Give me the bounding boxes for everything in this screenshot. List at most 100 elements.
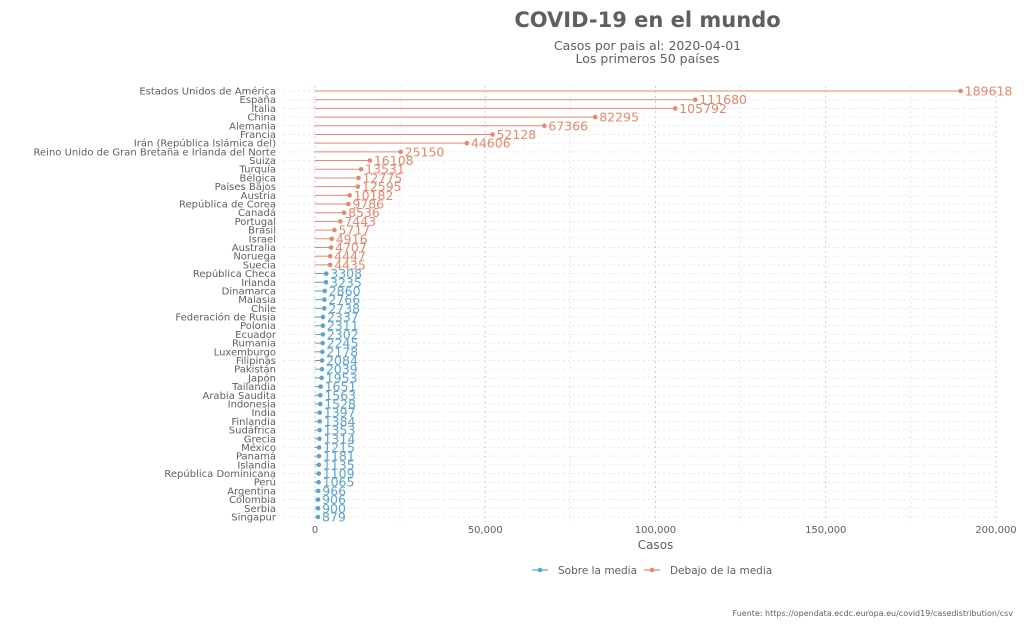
lollipop-point bbox=[316, 453, 322, 459]
country-label: Australia bbox=[232, 243, 276, 254]
country-label: Alemania bbox=[229, 121, 276, 132]
lollipop-point bbox=[319, 358, 325, 363]
value-label: 3308 bbox=[330, 266, 362, 281]
value-label: 1563 bbox=[324, 388, 356, 403]
country-label: República Checa bbox=[193, 268, 276, 280]
country-label: Japón bbox=[247, 372, 276, 384]
country-label: México bbox=[241, 442, 276, 454]
lollipop-point bbox=[317, 410, 323, 415]
country-label: Tailandia bbox=[231, 382, 276, 393]
lollipop-point bbox=[323, 279, 329, 285]
lollipop-point bbox=[315, 497, 321, 502]
lollipop-point bbox=[692, 97, 698, 102]
value-label: 7443 bbox=[344, 214, 376, 229]
x-axis-label: Casos bbox=[638, 538, 674, 552]
country-label: España bbox=[240, 95, 276, 106]
source-note: Fuente: https://opendata.ecdc.europa.eu/… bbox=[732, 609, 1013, 618]
value-label: 25150 bbox=[405, 144, 445, 159]
lollipop-point bbox=[320, 314, 326, 320]
value-label: 906 bbox=[322, 492, 346, 507]
value-label: 82295 bbox=[599, 110, 639, 125]
value-label: 2084 bbox=[326, 353, 358, 368]
lollipop-point bbox=[958, 88, 963, 94]
value-label: 44606 bbox=[471, 136, 511, 151]
country-label: Finlandia bbox=[231, 417, 276, 428]
value-label: 9786 bbox=[352, 197, 384, 212]
value-label: 966 bbox=[322, 483, 346, 498]
country-label: Malasia bbox=[238, 295, 276, 306]
lollipop-point bbox=[315, 514, 321, 520]
country-label: Austria bbox=[241, 191, 276, 202]
lollipop-point bbox=[316, 479, 321, 485]
lollipop-point bbox=[358, 166, 364, 172]
country-label: Francia bbox=[240, 130, 276, 141]
value-label: 8536 bbox=[348, 205, 380, 220]
x-tick-label: 100,000 bbox=[635, 525, 676, 536]
lollipop-point bbox=[347, 193, 352, 198]
country-label: Rumania bbox=[232, 339, 276, 350]
value-label: 2766 bbox=[328, 292, 360, 307]
country-label: Chile bbox=[251, 304, 276, 315]
value-label: 879 bbox=[322, 510, 346, 525]
country-label: Israel bbox=[249, 234, 276, 245]
lollipop-point bbox=[356, 175, 361, 181]
lollipop-point bbox=[367, 158, 373, 163]
country-label: Filipinas bbox=[236, 356, 276, 367]
country-label: Ecuador bbox=[235, 330, 277, 341]
country-label: Pakistán bbox=[234, 364, 276, 376]
value-label: 1109 bbox=[323, 466, 355, 481]
lollipop-point bbox=[338, 219, 343, 224]
country-label: Grecia bbox=[244, 434, 276, 445]
country-label: Países Bajos bbox=[215, 181, 276, 193]
value-label: 1384 bbox=[324, 414, 356, 429]
value-label: 1135 bbox=[323, 457, 355, 472]
lollipop-point bbox=[398, 149, 403, 155]
lollipop-point bbox=[318, 392, 323, 398]
value-label: 12595 bbox=[362, 179, 402, 194]
value-label: 2245 bbox=[327, 336, 359, 351]
lollipop-point bbox=[315, 488, 321, 494]
x-tick-label: 0 bbox=[312, 525, 318, 536]
value-label: 2178 bbox=[326, 344, 358, 359]
country-label: Italia bbox=[251, 104, 276, 115]
lollipop-point bbox=[317, 419, 323, 424]
x-tick-label: 200,000 bbox=[975, 525, 1016, 536]
value-label: 111680 bbox=[699, 92, 747, 107]
country-label: Suiza bbox=[249, 156, 276, 167]
lollipop-point bbox=[490, 132, 495, 137]
country-label: Argentina bbox=[227, 486, 276, 497]
country-label: Polonia bbox=[240, 321, 276, 332]
lollipop-point bbox=[346, 201, 351, 207]
x-tick-label: 150,000 bbox=[805, 525, 846, 536]
legend-swatch-point bbox=[537, 567, 543, 573]
value-label: 2302 bbox=[327, 327, 359, 342]
lollipop-point bbox=[327, 262, 333, 268]
value-label: 1397 bbox=[324, 405, 356, 420]
lollipop-point bbox=[332, 227, 337, 233]
country-label: Brasil bbox=[248, 226, 276, 237]
value-label: 16108 bbox=[374, 153, 414, 168]
lollipop-point bbox=[316, 471, 322, 476]
country-label: Singapur bbox=[231, 513, 277, 524]
lollipop-point bbox=[327, 253, 333, 259]
value-label: 4707 bbox=[335, 240, 367, 255]
country-label: Federación de Rusia bbox=[175, 312, 276, 324]
lollipop-point bbox=[672, 106, 678, 111]
value-label: 189618 bbox=[965, 84, 1013, 99]
value-label: 4435 bbox=[334, 257, 366, 272]
lollipop-point bbox=[319, 366, 325, 372]
country-label: Indonesia bbox=[228, 399, 276, 410]
lollipop-point bbox=[322, 288, 328, 294]
lollipop-point bbox=[464, 140, 470, 146]
country-label: Suecia bbox=[243, 260, 276, 271]
country-label: Estados Unidos de América bbox=[139, 86, 276, 98]
value-label: 2738 bbox=[328, 301, 360, 316]
value-label: 900 bbox=[322, 501, 346, 516]
lollipop-point bbox=[318, 384, 323, 389]
country-label: Serbia bbox=[244, 504, 276, 515]
value-label: 1065 bbox=[323, 475, 355, 490]
country-label: India bbox=[251, 408, 276, 419]
value-label: 1651 bbox=[325, 379, 357, 394]
value-label: 1528 bbox=[324, 396, 356, 411]
